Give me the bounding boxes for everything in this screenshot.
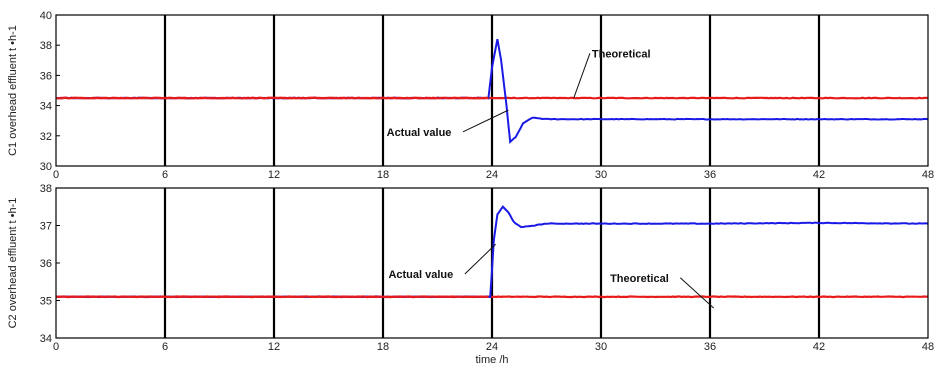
x-tick-label: 0 <box>53 341 59 353</box>
y-tick-label: 34 <box>40 101 52 113</box>
panel-c1: Theoretical Actual value 0 6 12 18 24 30 36 42 48 3… <box>7 10 934 181</box>
annotation-label: Theoretical <box>592 48 651 60</box>
panel-c2: Actual value Theoretical 0 6 12 18 24 30 36 42 48 3… <box>7 183 934 366</box>
annotation-label: Theoretical <box>610 273 669 285</box>
x-tick-label: 24 <box>486 169 498 181</box>
x-tick-label: 48 <box>922 169 934 181</box>
y-tick-label: 38 <box>40 183 52 195</box>
annotation-arrow <box>462 109 509 133</box>
y-tick-label: 36 <box>40 258 52 270</box>
y-axis-label: C1 overhead effluent t •h-1 <box>7 25 19 156</box>
y-tick-label: 40 <box>40 10 52 22</box>
x-tick-label: 18 <box>377 341 389 353</box>
series-theoretical-line-overlay <box>55 96 489 100</box>
y-tick-label: 34 <box>40 333 52 345</box>
y-tick-label: 32 <box>40 131 52 143</box>
annotation-arrow <box>679 277 714 309</box>
x-axis-label: time /h <box>475 354 508 366</box>
x-tick-label: 6 <box>162 169 168 181</box>
x-tick-label: 0 <box>53 169 59 181</box>
x-tick-label: 42 <box>813 169 825 181</box>
x-tick-label: 36 <box>704 341 716 353</box>
x-tick-label: 24 <box>486 341 498 353</box>
x-tick-label: 30 <box>595 169 607 181</box>
x-tick-label: 42 <box>813 341 825 353</box>
annotation-label: Actual value <box>387 127 452 139</box>
x-tick-label: 30 <box>595 341 607 353</box>
y-tick-label: 38 <box>40 40 52 52</box>
x-tick-label: 48 <box>922 341 934 353</box>
series-theoretical-line-overlay <box>55 295 489 299</box>
x-tick-label: 36 <box>704 169 716 181</box>
annotation-arrow <box>464 243 496 275</box>
x-tick-label: 12 <box>268 169 280 181</box>
x-tick-label: 12 <box>268 341 280 353</box>
annotation-arrow <box>573 53 591 99</box>
annotation-label: Actual value <box>388 269 453 281</box>
y-tick-label: 30 <box>40 161 52 173</box>
y-tick-label: 35 <box>40 296 52 308</box>
x-tick-label: 18 <box>377 169 389 181</box>
y-axis-label: C2 overhead effluent t •h-1 <box>7 198 19 329</box>
y-tick-label: 36 <box>40 70 52 82</box>
y-tick-label: 37 <box>40 221 52 233</box>
x-tick-label: 6 <box>162 341 168 353</box>
